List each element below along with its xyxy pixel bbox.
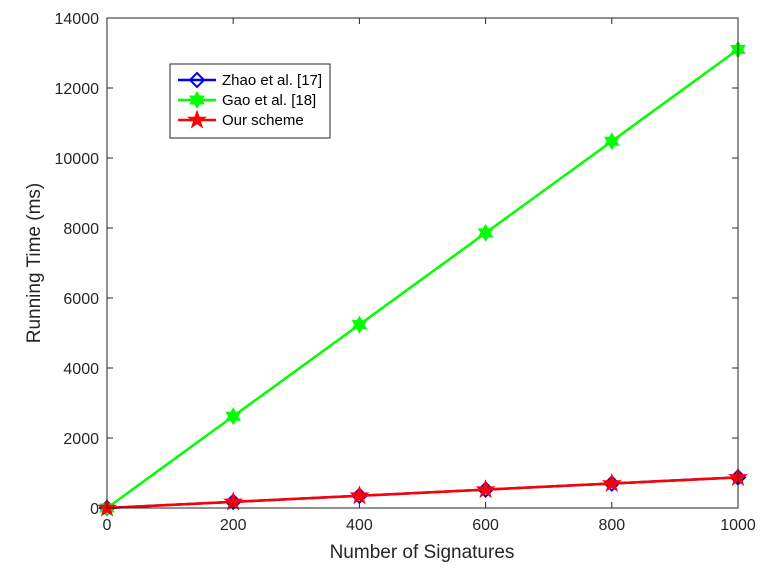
x-tick-label: 800 [598, 517, 625, 534]
data-point [604, 132, 620, 151]
data-point [477, 223, 494, 242]
legend-item: Zhao et al. [17] [178, 71, 322, 89]
legend-marker [188, 71, 206, 89]
y-tick-label: 0 [90, 501, 99, 518]
legend-label: Gao et al. [18] [222, 92, 316, 109]
y-tick-label: 6000 [63, 291, 99, 308]
series-line [106, 476, 739, 510]
data-point [601, 472, 622, 493]
x-tick-label: 1000 [720, 517, 756, 534]
y-tick-label: 12000 [55, 81, 100, 98]
series-line [106, 48, 739, 510]
data-point [475, 479, 496, 499]
data-point [349, 485, 370, 505]
legend-label: Zhao et al. [17] [222, 72, 322, 89]
legend-item: Our scheme [178, 109, 304, 129]
legend: Zhao et al. [17] Gao et al. [18] Our schem… [169, 63, 331, 139]
data-point [225, 407, 241, 426]
legend-item: Gao et al. [18] [178, 90, 316, 110]
y-tick-label: 10000 [55, 151, 100, 168]
data-point [351, 315, 368, 334]
x-tick-label: 600 [472, 517, 499, 534]
y-tick-label: 8000 [63, 221, 99, 238]
y-tick-label: 4000 [63, 361, 99, 378]
y-axis-ticks: 0 2000 4000 6000 8000 10000 12000 14000 [55, 11, 738, 518]
x-tick-label: 400 [346, 517, 373, 534]
y-tick-label: 14000 [55, 11, 100, 28]
y-axis-title: Running Time (ms) [24, 183, 45, 344]
y-tick-label: 2000 [63, 431, 99, 448]
legend-label: Our scheme [222, 112, 304, 129]
x-axis-ticks: 0 200 400 600 800 1000 [103, 18, 756, 534]
x-tick-label: 200 [220, 517, 247, 534]
legend-marker [186, 109, 208, 129]
x-axis-title: Number of Signatures [330, 542, 515, 563]
legend-marker [189, 90, 205, 110]
x-tick-label: 0 [103, 517, 112, 534]
plot-frame [106, 17, 739, 509]
